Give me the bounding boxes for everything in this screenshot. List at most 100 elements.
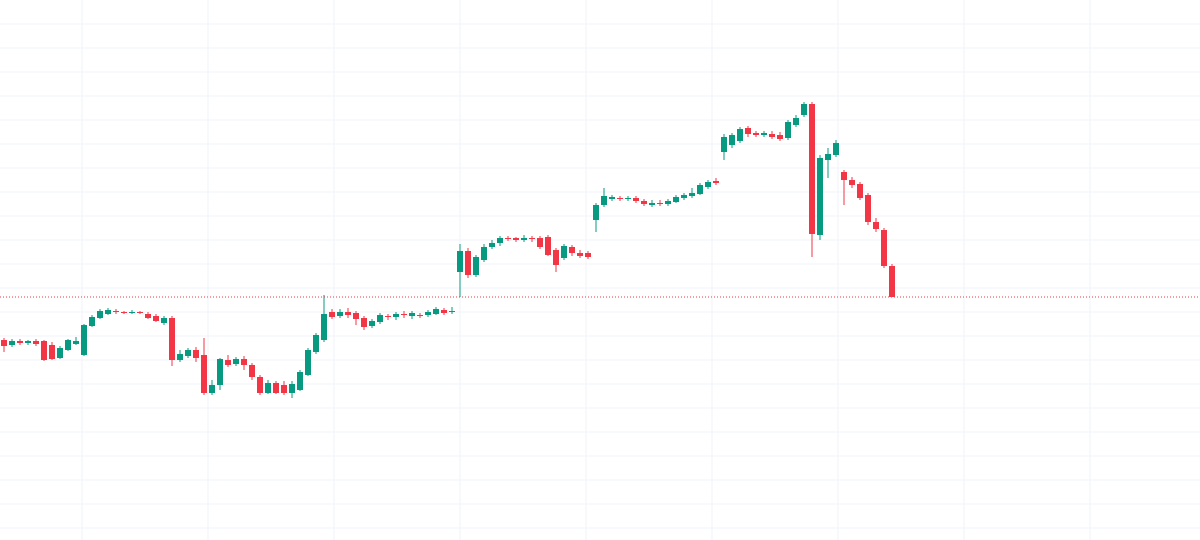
candle-body bbox=[9, 341, 15, 345]
candle-body bbox=[881, 230, 887, 266]
candle-body bbox=[297, 372, 303, 390]
candle-body bbox=[217, 359, 223, 385]
candle-body bbox=[513, 238, 519, 240]
candle-body bbox=[657, 203, 663, 204]
candle-body bbox=[873, 222, 879, 229]
candle-body bbox=[689, 193, 695, 196]
candle-body bbox=[113, 311, 119, 312]
candle-body bbox=[377, 315, 383, 322]
candle-body bbox=[697, 185, 703, 194]
candle-body bbox=[793, 118, 799, 125]
candle-body bbox=[249, 365, 255, 377]
candle-body bbox=[73, 341, 79, 344]
candle-body bbox=[409, 313, 415, 316]
candle-body bbox=[553, 250, 559, 265]
candle-body bbox=[185, 350, 191, 356]
candle-body bbox=[289, 384, 295, 393]
candle-body bbox=[841, 172, 847, 180]
candle-body bbox=[273, 383, 279, 393]
candle-body bbox=[305, 350, 311, 375]
candle-body bbox=[177, 354, 183, 360]
candle-body bbox=[465, 251, 471, 275]
candle-body bbox=[233, 359, 239, 364]
candle-body bbox=[89, 317, 95, 326]
candle-body bbox=[329, 312, 335, 317]
candle-body bbox=[641, 201, 647, 204]
candle-body bbox=[41, 341, 47, 360]
candle-body bbox=[449, 311, 455, 312]
candle-body bbox=[241, 359, 247, 365]
candle-body bbox=[569, 247, 575, 253]
candle-body bbox=[17, 341, 23, 343]
candle-body bbox=[785, 122, 791, 138]
candle-body bbox=[33, 341, 39, 344]
candle-body bbox=[809, 104, 815, 234]
candle-body bbox=[521, 238, 527, 240]
candle-body bbox=[481, 247, 487, 260]
candle-body bbox=[65, 340, 71, 350]
candle-body bbox=[193, 350, 199, 358]
candle-body bbox=[361, 318, 367, 327]
candle-body bbox=[601, 196, 607, 205]
candle-body bbox=[441, 310, 447, 313]
candle-body bbox=[825, 154, 831, 160]
candle-body bbox=[433, 309, 439, 314]
candle-body bbox=[209, 385, 215, 393]
candle-body bbox=[129, 312, 135, 313]
candle-body bbox=[345, 312, 351, 315]
candle-body bbox=[137, 312, 143, 313]
candle-body bbox=[473, 257, 479, 275]
candle-body bbox=[313, 335, 319, 352]
candle-body bbox=[817, 158, 823, 235]
candle-body bbox=[81, 325, 87, 355]
candle-body bbox=[225, 360, 231, 365]
candle-body bbox=[417, 315, 423, 316]
candle-body bbox=[617, 198, 623, 199]
candle-body bbox=[585, 253, 591, 257]
candle-body bbox=[353, 313, 359, 319]
candle-body bbox=[153, 316, 159, 321]
candle-body bbox=[49, 345, 55, 359]
candle-body bbox=[545, 237, 551, 255]
candle-body bbox=[425, 312, 431, 315]
candle-body bbox=[577, 253, 583, 256]
candle-body bbox=[777, 135, 783, 139]
candle-body bbox=[97, 311, 103, 318]
candle-body bbox=[705, 182, 711, 187]
candle-body bbox=[849, 180, 855, 185]
candle-body bbox=[369, 321, 375, 326]
candle-body bbox=[633, 198, 639, 201]
candle-body bbox=[745, 128, 751, 134]
candle-body bbox=[649, 203, 655, 205]
candle-body bbox=[713, 181, 719, 183]
candle-body bbox=[753, 133, 759, 135]
candle-body bbox=[25, 341, 31, 343]
candle-body bbox=[105, 310, 111, 314]
candle-body bbox=[737, 129, 743, 141]
candle-body bbox=[625, 198, 631, 199]
candle-body bbox=[489, 243, 495, 247]
candle-body bbox=[593, 205, 599, 220]
candle-body bbox=[457, 251, 463, 272]
candle-body bbox=[857, 184, 863, 198]
candle-body bbox=[537, 238, 543, 247]
candle-body bbox=[721, 137, 727, 152]
candle-body bbox=[505, 238, 511, 239]
candle-body bbox=[201, 355, 207, 393]
candle-body bbox=[769, 134, 775, 137]
candle-body bbox=[801, 104, 807, 115]
candle-body bbox=[561, 246, 567, 258]
candle-body bbox=[665, 201, 671, 204]
candle-body bbox=[1, 340, 7, 346]
candle-body bbox=[761, 133, 767, 135]
candle-body bbox=[393, 314, 399, 317]
candle-body bbox=[161, 318, 167, 323]
candle-body bbox=[121, 312, 127, 313]
candle-body bbox=[681, 195, 687, 198]
candle-body bbox=[865, 195, 871, 222]
candle-body bbox=[609, 197, 615, 199]
candle-body bbox=[57, 348, 63, 358]
candle-body bbox=[497, 238, 503, 243]
candle-body bbox=[321, 314, 327, 340]
